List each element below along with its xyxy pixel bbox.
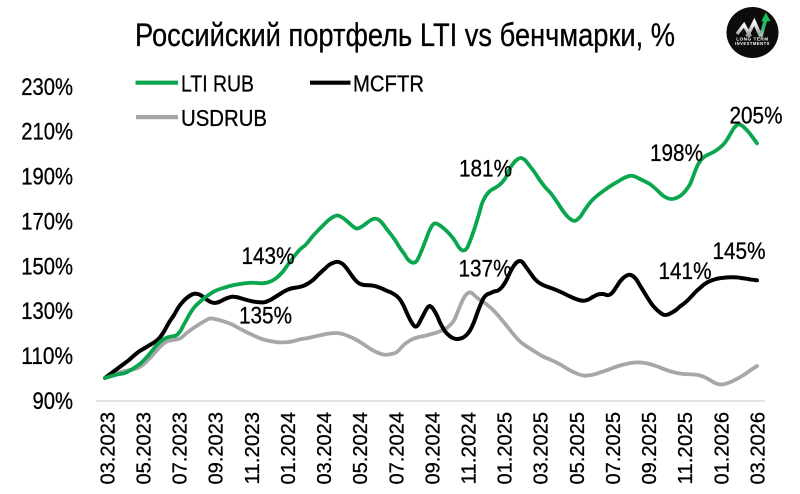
svg-text:141%: 141% <box>659 258 712 285</box>
svg-text:03.2023: 03.2023 <box>96 412 119 485</box>
svg-text:11.2024: 11.2024 <box>458 412 481 485</box>
svg-text:90%: 90% <box>33 388 74 415</box>
svg-text:USDRUB: USDRUB <box>181 105 267 131</box>
svg-text:03.2026: 03.2026 <box>746 412 769 485</box>
svg-text:INVESTMENTS: INVESTMENTS <box>735 41 770 46</box>
svg-text:137%: 137% <box>459 255 512 282</box>
svg-text:143%: 143% <box>242 243 295 270</box>
svg-text:LTI RUB: LTI RUB <box>181 71 254 97</box>
svg-text:LONG TERM: LONG TERM <box>736 36 768 41</box>
svg-text:11.2023: 11.2023 <box>241 412 264 485</box>
svg-text:190%: 190% <box>21 164 73 191</box>
svg-text:230%: 230% <box>21 74 73 101</box>
svg-text:03.2024: 03.2024 <box>313 412 336 485</box>
svg-text:210%: 210% <box>21 119 73 146</box>
svg-text:170%: 170% <box>21 208 73 235</box>
svg-text:150%: 150% <box>21 253 73 280</box>
svg-text:135%: 135% <box>239 302 292 329</box>
svg-text:181%: 181% <box>459 156 512 183</box>
svg-text:205%: 205% <box>730 102 783 129</box>
svg-text:MCFTR: MCFTR <box>353 71 424 97</box>
svg-text:05.2025: 05.2025 <box>566 412 589 485</box>
svg-text:07.2024: 07.2024 <box>385 412 408 485</box>
svg-text:110%: 110% <box>21 343 73 370</box>
svg-text:198%: 198% <box>650 140 703 167</box>
svg-text:09.2025: 09.2025 <box>638 412 661 485</box>
svg-text:05.2024: 05.2024 <box>349 412 372 485</box>
svg-text:Российский портфель LTI vs бен: Российский портфель LTI vs бенчмарки, % <box>135 17 675 53</box>
svg-text:11.2025: 11.2025 <box>674 412 697 485</box>
svg-text:01.2025: 01.2025 <box>494 412 517 485</box>
svg-text:09.2023: 09.2023 <box>205 412 228 485</box>
svg-text:07.2023: 07.2023 <box>169 412 192 485</box>
svg-text:130%: 130% <box>21 298 73 325</box>
svg-text:09.2024: 09.2024 <box>421 412 444 485</box>
svg-text:01.2024: 01.2024 <box>277 412 300 485</box>
svg-text:145%: 145% <box>713 238 766 265</box>
svg-text:03.2025: 03.2025 <box>530 412 553 485</box>
svg-text:01.2026: 01.2026 <box>710 412 733 485</box>
svg-text:05.2023: 05.2023 <box>133 412 156 485</box>
svg-text:07.2025: 07.2025 <box>602 412 625 485</box>
